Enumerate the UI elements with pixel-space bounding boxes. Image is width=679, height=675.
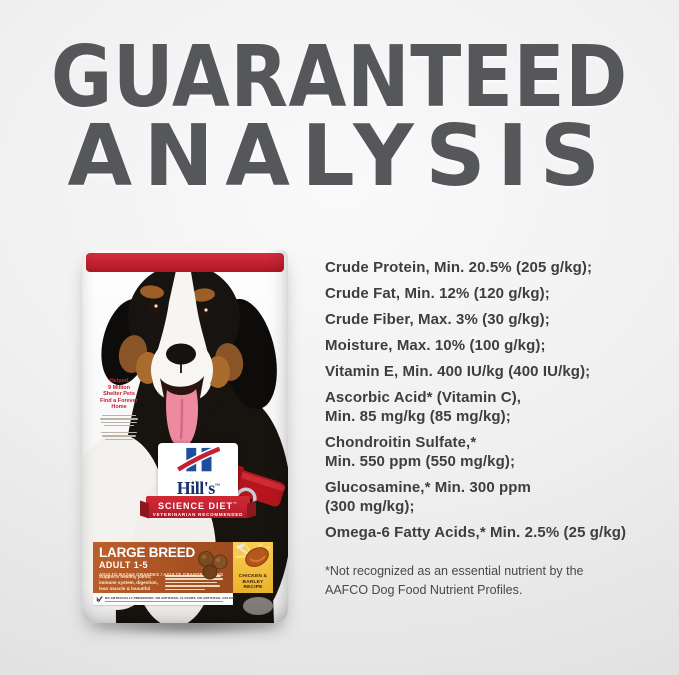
analysis-line: Glucosamine,* Min. 300 ppm bbox=[325, 479, 531, 496]
aafco-footnote: *Not recognized as an essential nutrient… bbox=[325, 562, 673, 600]
page-title: GUARANTEED ANALYSIS bbox=[0, 26, 679, 198]
flavor-badge: CHICKEN & BARLEY RECIPE bbox=[233, 542, 273, 593]
analysis-line: Crude Protein, Min. 20.5% (205 g/kg); bbox=[325, 259, 593, 276]
analysis-line: Ascorbic Acid* (Vitamin C), bbox=[325, 389, 522, 406]
sub-brand-label: SCIENCE DIET™ bbox=[157, 501, 238, 511]
flavor-label-line-1: CHICKEN & bbox=[238, 574, 268, 579]
flavor-label-line-2: BARLEY RECIPE bbox=[242, 579, 264, 591]
range-panel: LARGE BREED ADULT 1-5 ADULTO RAZAS GRAND… bbox=[93, 542, 233, 597]
science-diet-ribbon: SCIENCE DIET™ VETERINARIAN RECOMMENDED bbox=[146, 496, 250, 518]
bag-top-seal bbox=[86, 253, 284, 272]
analysis-item: Crude Fiber, Max. 3% (30 g/kg); bbox=[325, 310, 673, 329]
brand-wordmark: Hill's™ bbox=[176, 478, 220, 498]
footnote-line: *Not recognized as an essential nutrient… bbox=[325, 564, 584, 578]
claims-text: NO ARTIFICIALLY PRESERVED. NO ARTIFICIAL… bbox=[105, 595, 237, 600]
shelter-claim-line: 9 Million bbox=[108, 384, 130, 391]
analysis-item: Crude Fat, Min. 12% (120 g/kg); bbox=[325, 284, 673, 303]
analysis-line: Vitamin E, Min. 400 IU/kg (400 IU/kg); bbox=[325, 363, 591, 380]
analysis-line: Moisture, Max. 10% (100 g/kg); bbox=[325, 337, 546, 354]
analysis-item: Vitamin E, Min. 400 IU/kg (400 IU/kg); bbox=[325, 362, 673, 381]
shelter-claim: Helped 9 Million Shelter Pets Find a For… bbox=[96, 378, 142, 441]
kibble-image bbox=[198, 551, 228, 580]
analysis-item: Omega-6 Fatty Acids,* Min. 2.5% (25 g/kg… bbox=[325, 523, 673, 542]
footnote-line: AAFCO Dog Food Nutrient Profiles. bbox=[325, 583, 523, 597]
title-line-1: GUARANTEED bbox=[51, 26, 628, 127]
analysis-line: Min. 550 ppm (550 mg/kg); bbox=[325, 453, 516, 470]
no-artificial-claims-icon bbox=[96, 595, 103, 602]
title-line-2: ANALYSIS bbox=[67, 105, 612, 206]
shelter-claim-line: Helped bbox=[109, 378, 129, 384]
analysis-line: Crude Fat, Min. 12% (120 g/kg); bbox=[325, 285, 550, 302]
shelter-claim-line: Shelter Pets bbox=[103, 391, 135, 398]
analysis-line: Chondroitin Sulfate,* bbox=[325, 434, 477, 451]
analysis-item: Ascorbic Acid* (Vitamin C), Min. 85 mg/k… bbox=[325, 388, 673, 426]
trademark-symbol: ™ bbox=[233, 501, 238, 506]
analysis-line: (300 mg/kg); bbox=[325, 498, 415, 515]
shelter-claim-line: Find a Forever bbox=[100, 397, 138, 404]
range-translations: ADULTO RAZAS GRANDES / ADULTE GRANDES RA… bbox=[99, 572, 224, 577]
analysis-line: Omega-6 Fatty Acids,* Min. 2.5% (25 g/kg… bbox=[325, 524, 627, 541]
guaranteed-analysis-list: Crude Protein, Min. 20.5% (205 g/kg); Cr… bbox=[325, 258, 673, 600]
analysis-line: Crude Fiber, Max. 3% (30 g/kg); bbox=[325, 311, 550, 328]
shelter-claim-line: Home bbox=[111, 404, 127, 411]
analysis-item: Crude Protein, Min. 20.5% (205 g/kg); bbox=[325, 258, 673, 277]
blurred-claims-subtext bbox=[105, 601, 223, 603]
product-bag: Helped 9 Million Shelter Pets Find a For… bbox=[82, 250, 288, 623]
endorsement-label: VETERINARIAN RECOMMENDED bbox=[152, 512, 244, 517]
analysis-item: Moisture, Max. 10% (100 g/kg); bbox=[325, 336, 673, 355]
range-label: LARGE BREED bbox=[99, 545, 196, 560]
blurred-translation-lines bbox=[165, 575, 223, 591]
claims-strip: NO ARTIFICIALLY PRESERVED. NO ARTIFICIAL… bbox=[93, 593, 237, 605]
hills-logo-panel: Hill's™ bbox=[158, 443, 238, 498]
analysis-item: Glucosamine,* Min. 300 ppm (300 mg/kg); bbox=[325, 478, 673, 516]
life-stage-label: ADULT 1-5 bbox=[99, 560, 148, 570]
analysis-item: Chondroitin Sulfate,* Min. 550 ppm (550 … bbox=[325, 433, 673, 471]
analysis-line: Min. 85 mg/kg (85 mg/kg); bbox=[325, 408, 511, 425]
trademark-symbol: ™ bbox=[214, 484, 220, 489]
chicken-drumstick-image bbox=[234, 542, 271, 567]
blurred-fine-print-lines bbox=[96, 414, 142, 441]
hills-logo-h-icon bbox=[176, 445, 221, 473]
